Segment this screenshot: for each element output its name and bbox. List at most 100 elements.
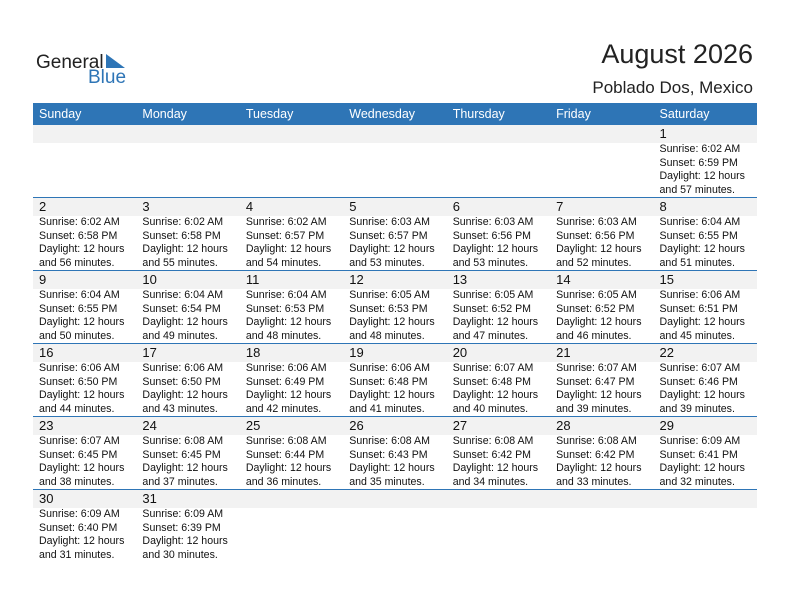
minutes-text: and 50 minutes. <box>39 329 115 342</box>
sunrise-text: Sunrise: 6:09 AM <box>142 508 224 520</box>
minutes-text: and 53 minutes. <box>452 256 529 269</box>
day-cell: 17 Sunrise: 6:06 AM Sunset: 6:50 PM Dayligh… <box>136 344 239 416</box>
daylight-text: Daylight: 12 hours <box>556 389 642 401</box>
minutes-text: and 56 minutes. <box>39 256 115 269</box>
day-cell: 28 Sunrise: 6:08 AM Sunset: 6:42 PM Dayligh… <box>550 417 653 489</box>
sunrise-text: Sunrise: 6:05 AM <box>452 289 534 301</box>
minutes-text: and 47 minutes. <box>452 329 529 342</box>
day-number-band <box>33 490 757 508</box>
day-number: 11 <box>245 272 260 287</box>
day-cell: 26 Sunrise: 6:08 AM Sunset: 6:43 PM Dayligh… <box>343 417 446 489</box>
sunrise-text: Sunrise: 6:06 AM <box>349 362 430 374</box>
day-number: 1 <box>659 126 667 141</box>
sunrise-text: Sunrise: 6:03 AM <box>452 216 534 228</box>
daylight-text: Daylight: 12 hours <box>556 462 642 474</box>
minutes-text: and 31 minutes. <box>39 548 115 561</box>
day-number: 24 <box>142 418 157 433</box>
daylight-text: Daylight: 12 hours <box>245 389 332 401</box>
day-number: 27 <box>452 418 468 433</box>
day-cell: 23 Sunrise: 6:07 AM Sunset: 6:45 PM Dayligh… <box>33 417 136 489</box>
day-cell: 30 Sunrise: 6:09 AM Sunset: 6:40 PM Dayligh… <box>33 490 136 563</box>
daylight-text: Daylight: 12 hours <box>142 535 228 547</box>
sunrise-text: Sunrise: 6:06 AM <box>39 362 120 374</box>
sunset-text: Sunset: 6:46 PM <box>659 375 738 388</box>
daylight-text: Daylight: 12 hours <box>349 243 435 255</box>
sunset-text: Sunset: 6:50 PM <box>39 375 118 388</box>
day-number: 25 <box>245 418 261 433</box>
daylight-text: Daylight: 12 hours <box>349 462 435 474</box>
week-row: 16 Sunrise: 6:06 AM Sunset: 6:50 PM Dayligh… <box>33 344 757 417</box>
minutes-text: and 46 minutes. <box>556 329 632 342</box>
day-number: 7 <box>556 199 564 214</box>
daylight-text: Daylight: 12 hours <box>142 462 228 474</box>
minutes-text: and 36 minutes. <box>245 475 322 488</box>
day-number: 17 <box>142 345 157 360</box>
week-row: 2 Sunrise: 6:02 AM Sunset: 6:58 PM Daylight… <box>33 198 757 271</box>
sunset-text: Sunset: 6:41 PM <box>659 448 738 461</box>
calendar: Sunday Monday Tuesday Wednesday Thursday Frid… <box>33 103 757 563</box>
day-cell: 19 Sunrise: 6:06 AM Sunset: 6:48 PM Dayligh… <box>343 344 446 416</box>
sunset-text: Sunset: 6:44 PM <box>245 448 325 461</box>
day-cell: 22 Sunrise: 6:07 AM Sunset: 6:46 PM Dayligh… <box>654 344 757 416</box>
day-number: 26 <box>349 418 364 433</box>
minutes-text: and 41 minutes. <box>349 402 425 415</box>
daylight-text: Daylight: 12 hours <box>39 462 125 474</box>
minutes-text: and 32 minutes. <box>659 475 735 488</box>
day-cell: 20 Sunrise: 6:07 AM Sunset: 6:48 PM Dayligh… <box>447 344 550 416</box>
day-cell: 9 Sunrise: 6:04 AM Sunset: 6:55 PM Daylight… <box>33 271 136 343</box>
day-number: 8 <box>659 199 667 214</box>
minutes-text: and 39 minutes. <box>556 402 632 415</box>
sunrise-text: Sunrise: 6:06 AM <box>245 362 327 374</box>
minutes-text: and 48 minutes. <box>349 329 425 342</box>
sunrise-text: Sunrise: 6:04 AM <box>39 289 120 301</box>
sunrise-text: Sunrise: 6:05 AM <box>556 289 637 301</box>
week-row: 9 Sunrise: 6:04 AM Sunset: 6:55 PM Daylight… <box>33 271 757 344</box>
week-row: 1 Sunrise: 6:02 AM Sunset: 6:59 PM Daylight… <box>33 125 757 198</box>
minutes-text: and 45 minutes. <box>659 329 735 342</box>
day-cell: 12 Sunrise: 6:05 AM Sunset: 6:53 PM Dayligh… <box>343 271 446 343</box>
daylight-text: Daylight: 12 hours <box>659 316 745 328</box>
daylight-text: Daylight: 12 hours <box>39 389 125 401</box>
weekday-saturday: Saturday <box>659 107 710 121</box>
day-cell: 25 Sunrise: 6:08 AM Sunset: 6:44 PM Dayligh… <box>240 417 343 489</box>
sunrise-text: Sunrise: 6:08 AM <box>349 435 430 447</box>
day-cell: 10 Sunrise: 6:04 AM Sunset: 6:54 PM Dayligh… <box>136 271 239 343</box>
daylight-text: Daylight: 12 hours <box>349 316 435 328</box>
day-cell: 14 Sunrise: 6:05 AM Sunset: 6:52 PM Dayligh… <box>550 271 653 343</box>
sunset-text: Sunset: 6:50 PM <box>142 375 221 388</box>
day-number: 3 <box>142 199 150 214</box>
day-cell: 2 Sunrise: 6:02 AM Sunset: 6:58 PM Daylight… <box>33 198 136 270</box>
sunset-text: Sunset: 6:58 PM <box>39 229 118 242</box>
day-number: 5 <box>349 199 357 214</box>
minutes-text: and 48 minutes. <box>245 329 322 342</box>
sunrise-text: Sunrise: 6:05 AM <box>349 289 430 301</box>
daylight-text: Daylight: 12 hours <box>659 170 745 182</box>
day-number: 31 <box>142 491 157 506</box>
day-number: 4 <box>245 199 254 214</box>
daylight-text: Daylight: 12 hours <box>39 535 125 547</box>
minutes-text: and 54 minutes. <box>245 256 322 269</box>
day-number: 28 <box>556 418 571 433</box>
sunset-text: Sunset: 6:58 PM <box>142 229 221 242</box>
day-cell: 15 Sunrise: 6:06 AM Sunset: 6:51 PM Dayligh… <box>654 271 757 343</box>
empty-cell <box>447 490 550 563</box>
day-cell: 11 Sunrise: 6:04 AM Sunset: 6:53 PM Dayligh… <box>240 271 343 343</box>
minutes-text: and 37 minutes. <box>142 475 218 488</box>
sunrise-text: Sunrise: 6:07 AM <box>659 362 741 374</box>
daylight-text: Daylight: 12 hours <box>452 243 539 255</box>
week-row: 23 Sunrise: 6:07 AM Sunset: 6:45 PM Dayligh… <box>33 417 757 490</box>
sunset-text: Sunset: 6:47 PM <box>556 375 635 388</box>
day-number: 15 <box>659 272 674 287</box>
day-cell: 18 Sunrise: 6:06 AM Sunset: 6:49 PM Dayligh… <box>240 344 343 416</box>
day-number: 19 <box>349 345 364 360</box>
daylight-text: Daylight: 12 hours <box>142 389 228 401</box>
day-cell: 1 Sunrise: 6:02 AM Sunset: 6:59 PM Daylight… <box>654 125 757 197</box>
sunrise-text: Sunrise: 6:09 AM <box>659 435 741 447</box>
sunset-text: Sunset: 6:53 PM <box>349 302 428 315</box>
minutes-text: and 52 minutes. <box>556 256 632 269</box>
sunset-text: Sunset: 6:51 PM <box>659 302 738 315</box>
logo-triangle-icon <box>106 54 125 68</box>
sunset-text: Sunset: 6:39 PM <box>142 521 221 534</box>
minutes-text: and 34 minutes. <box>452 475 529 488</box>
daylight-text: Daylight: 12 hours <box>39 316 125 328</box>
